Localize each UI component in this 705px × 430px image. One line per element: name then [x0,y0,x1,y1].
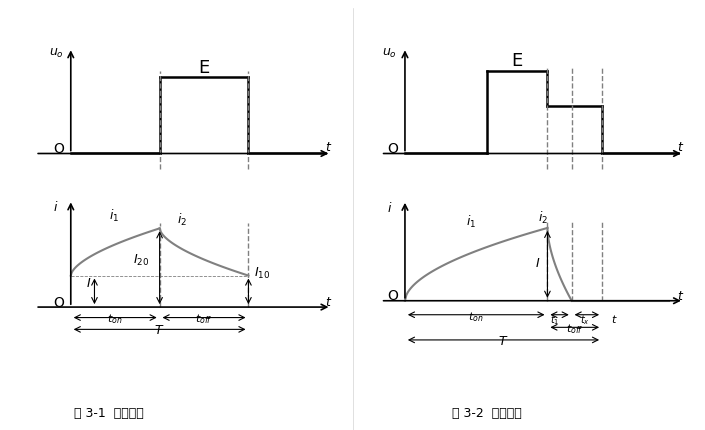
Text: $t$: $t$ [325,296,332,309]
Text: $T$: $T$ [154,323,165,337]
Text: $i_2$: $i_2$ [178,212,188,228]
Text: $t_{on}$: $t_{on}$ [107,312,123,326]
Text: $t_x$: $t_x$ [580,312,590,326]
Text: O: O [387,289,398,302]
Text: $T$: $T$ [498,335,509,347]
Text: $t_{off}$: $t_{off}$ [566,322,584,335]
Text: $t_{off}$: $t_{off}$ [195,312,213,326]
Text: $t_{on}$: $t_{on}$ [468,309,484,323]
Text: 图 3-1  电流连续: 图 3-1 电流连续 [75,406,144,419]
Text: $i$: $i$ [54,200,59,214]
Text: $u_o$: $u_o$ [382,47,397,60]
Text: $t$: $t$ [678,289,685,302]
Text: $I_{20}$: $I_{20}$ [133,252,149,267]
Text: O: O [54,295,64,309]
Text: $I_{10}$: $I_{10}$ [255,265,271,280]
Text: $i_2$: $i_2$ [539,209,548,225]
Text: O: O [54,142,64,156]
Text: E: E [198,58,209,76]
Text: O: O [387,142,398,156]
Text: $I$: $I$ [535,256,541,269]
Text: $t$: $t$ [611,312,618,324]
Text: $i_1$: $i_1$ [109,208,119,224]
Text: $I$: $I$ [85,276,91,289]
Text: $i$: $i$ [387,200,393,215]
Text: 图 3-2  电流断续: 图 3-2 电流断续 [452,406,521,419]
Text: $i_1$: $i_1$ [465,214,476,230]
Text: E: E [512,52,522,70]
Text: $u_o$: $u_o$ [49,47,63,60]
Text: $t$: $t$ [325,140,332,153]
Text: $t$: $t$ [678,140,685,153]
Text: $t_1$: $t_1$ [551,312,560,326]
